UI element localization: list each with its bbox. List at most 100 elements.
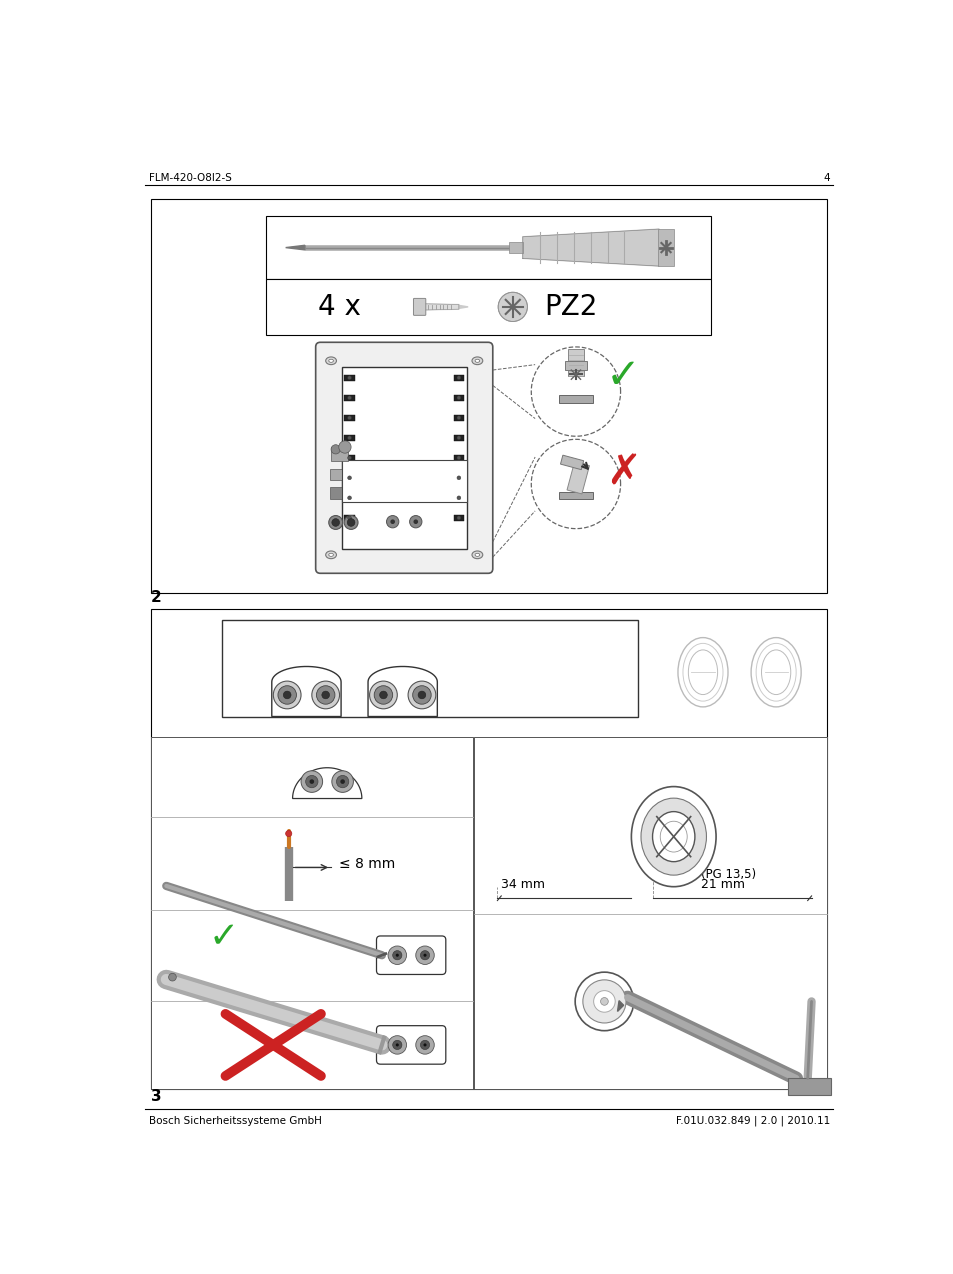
Circle shape: [312, 682, 339, 708]
Ellipse shape: [682, 643, 722, 701]
Text: Bosch Sicherheitssysteme GmbH: Bosch Sicherheitssysteme GmbH: [149, 1116, 321, 1126]
FancyBboxPatch shape: [315, 343, 493, 573]
Bar: [331, 447, 348, 461]
Polygon shape: [424, 303, 458, 310]
Bar: [508, 242, 522, 254]
Polygon shape: [522, 229, 659, 266]
Text: 21 mm: 21 mm: [700, 878, 744, 891]
Polygon shape: [285, 246, 305, 250]
Circle shape: [347, 516, 351, 520]
Circle shape: [388, 1036, 406, 1054]
Polygon shape: [617, 1000, 623, 1012]
Circle shape: [347, 415, 351, 419]
Polygon shape: [566, 461, 589, 494]
Circle shape: [374, 685, 393, 705]
Text: PZ2: PZ2: [543, 293, 597, 321]
Text: ✗: ✗: [605, 451, 640, 493]
Circle shape: [456, 376, 460, 380]
Ellipse shape: [760, 650, 790, 694]
Circle shape: [347, 396, 351, 400]
Circle shape: [456, 436, 460, 440]
Circle shape: [408, 682, 436, 708]
Circle shape: [417, 691, 425, 699]
Polygon shape: [560, 455, 583, 470]
Circle shape: [347, 436, 351, 440]
Polygon shape: [293, 768, 361, 799]
Ellipse shape: [475, 553, 479, 557]
Bar: [564, 361, 586, 369]
Circle shape: [456, 476, 460, 480]
Text: 2: 2: [151, 590, 161, 605]
Polygon shape: [368, 666, 436, 716]
Circle shape: [283, 691, 291, 699]
Circle shape: [420, 1041, 429, 1050]
Bar: [453, 455, 464, 461]
Circle shape: [386, 516, 398, 527]
Circle shape: [316, 685, 335, 705]
Bar: [474, 736, 826, 1089]
Bar: [453, 414, 464, 420]
Bar: [558, 395, 592, 403]
Ellipse shape: [329, 553, 333, 557]
Bar: [344, 434, 355, 441]
Circle shape: [331, 445, 340, 454]
Circle shape: [416, 947, 434, 964]
Circle shape: [388, 947, 406, 964]
Text: 4 x: 4 x: [317, 293, 360, 321]
Circle shape: [600, 998, 608, 1005]
Text: ≤ 8 mm: ≤ 8 mm: [338, 856, 395, 870]
Circle shape: [400, 455, 407, 461]
Text: ✓: ✓: [605, 355, 640, 397]
Bar: [344, 515, 355, 521]
Circle shape: [347, 496, 351, 499]
Circle shape: [413, 520, 417, 524]
Circle shape: [456, 396, 460, 400]
Bar: [657, 229, 674, 266]
Bar: [329, 469, 351, 480]
Circle shape: [340, 780, 345, 784]
Circle shape: [344, 516, 357, 530]
Bar: [151, 736, 473, 1089]
Bar: [344, 395, 355, 401]
Ellipse shape: [475, 359, 479, 362]
Ellipse shape: [652, 812, 694, 861]
Bar: [344, 494, 355, 501]
Circle shape: [332, 771, 353, 792]
Text: 4: 4: [822, 173, 829, 183]
Bar: [453, 375, 464, 381]
Circle shape: [395, 954, 398, 957]
Bar: [453, 395, 464, 401]
Circle shape: [413, 685, 431, 705]
Bar: [151, 199, 826, 594]
Circle shape: [379, 691, 387, 699]
Circle shape: [456, 516, 460, 520]
Circle shape: [395, 1043, 398, 1046]
Circle shape: [420, 950, 429, 959]
Ellipse shape: [325, 550, 336, 559]
Circle shape: [338, 441, 351, 454]
Circle shape: [409, 516, 421, 527]
FancyBboxPatch shape: [376, 936, 445, 975]
Ellipse shape: [325, 357, 336, 364]
Polygon shape: [458, 306, 468, 308]
Circle shape: [593, 991, 615, 1013]
Circle shape: [456, 456, 460, 460]
Ellipse shape: [329, 359, 333, 362]
Circle shape: [347, 519, 355, 526]
Circle shape: [416, 1036, 434, 1054]
Bar: [266, 279, 711, 335]
Bar: [344, 414, 355, 420]
Ellipse shape: [756, 643, 796, 701]
Circle shape: [390, 520, 395, 524]
Circle shape: [347, 476, 351, 480]
Circle shape: [277, 685, 296, 705]
Circle shape: [456, 415, 460, 419]
Bar: [344, 475, 355, 480]
Circle shape: [332, 519, 339, 526]
Bar: [341, 367, 466, 549]
Text: 34 mm: 34 mm: [500, 878, 545, 891]
FancyBboxPatch shape: [376, 1026, 445, 1064]
Circle shape: [347, 376, 351, 380]
Circle shape: [285, 831, 292, 837]
Circle shape: [305, 776, 317, 787]
